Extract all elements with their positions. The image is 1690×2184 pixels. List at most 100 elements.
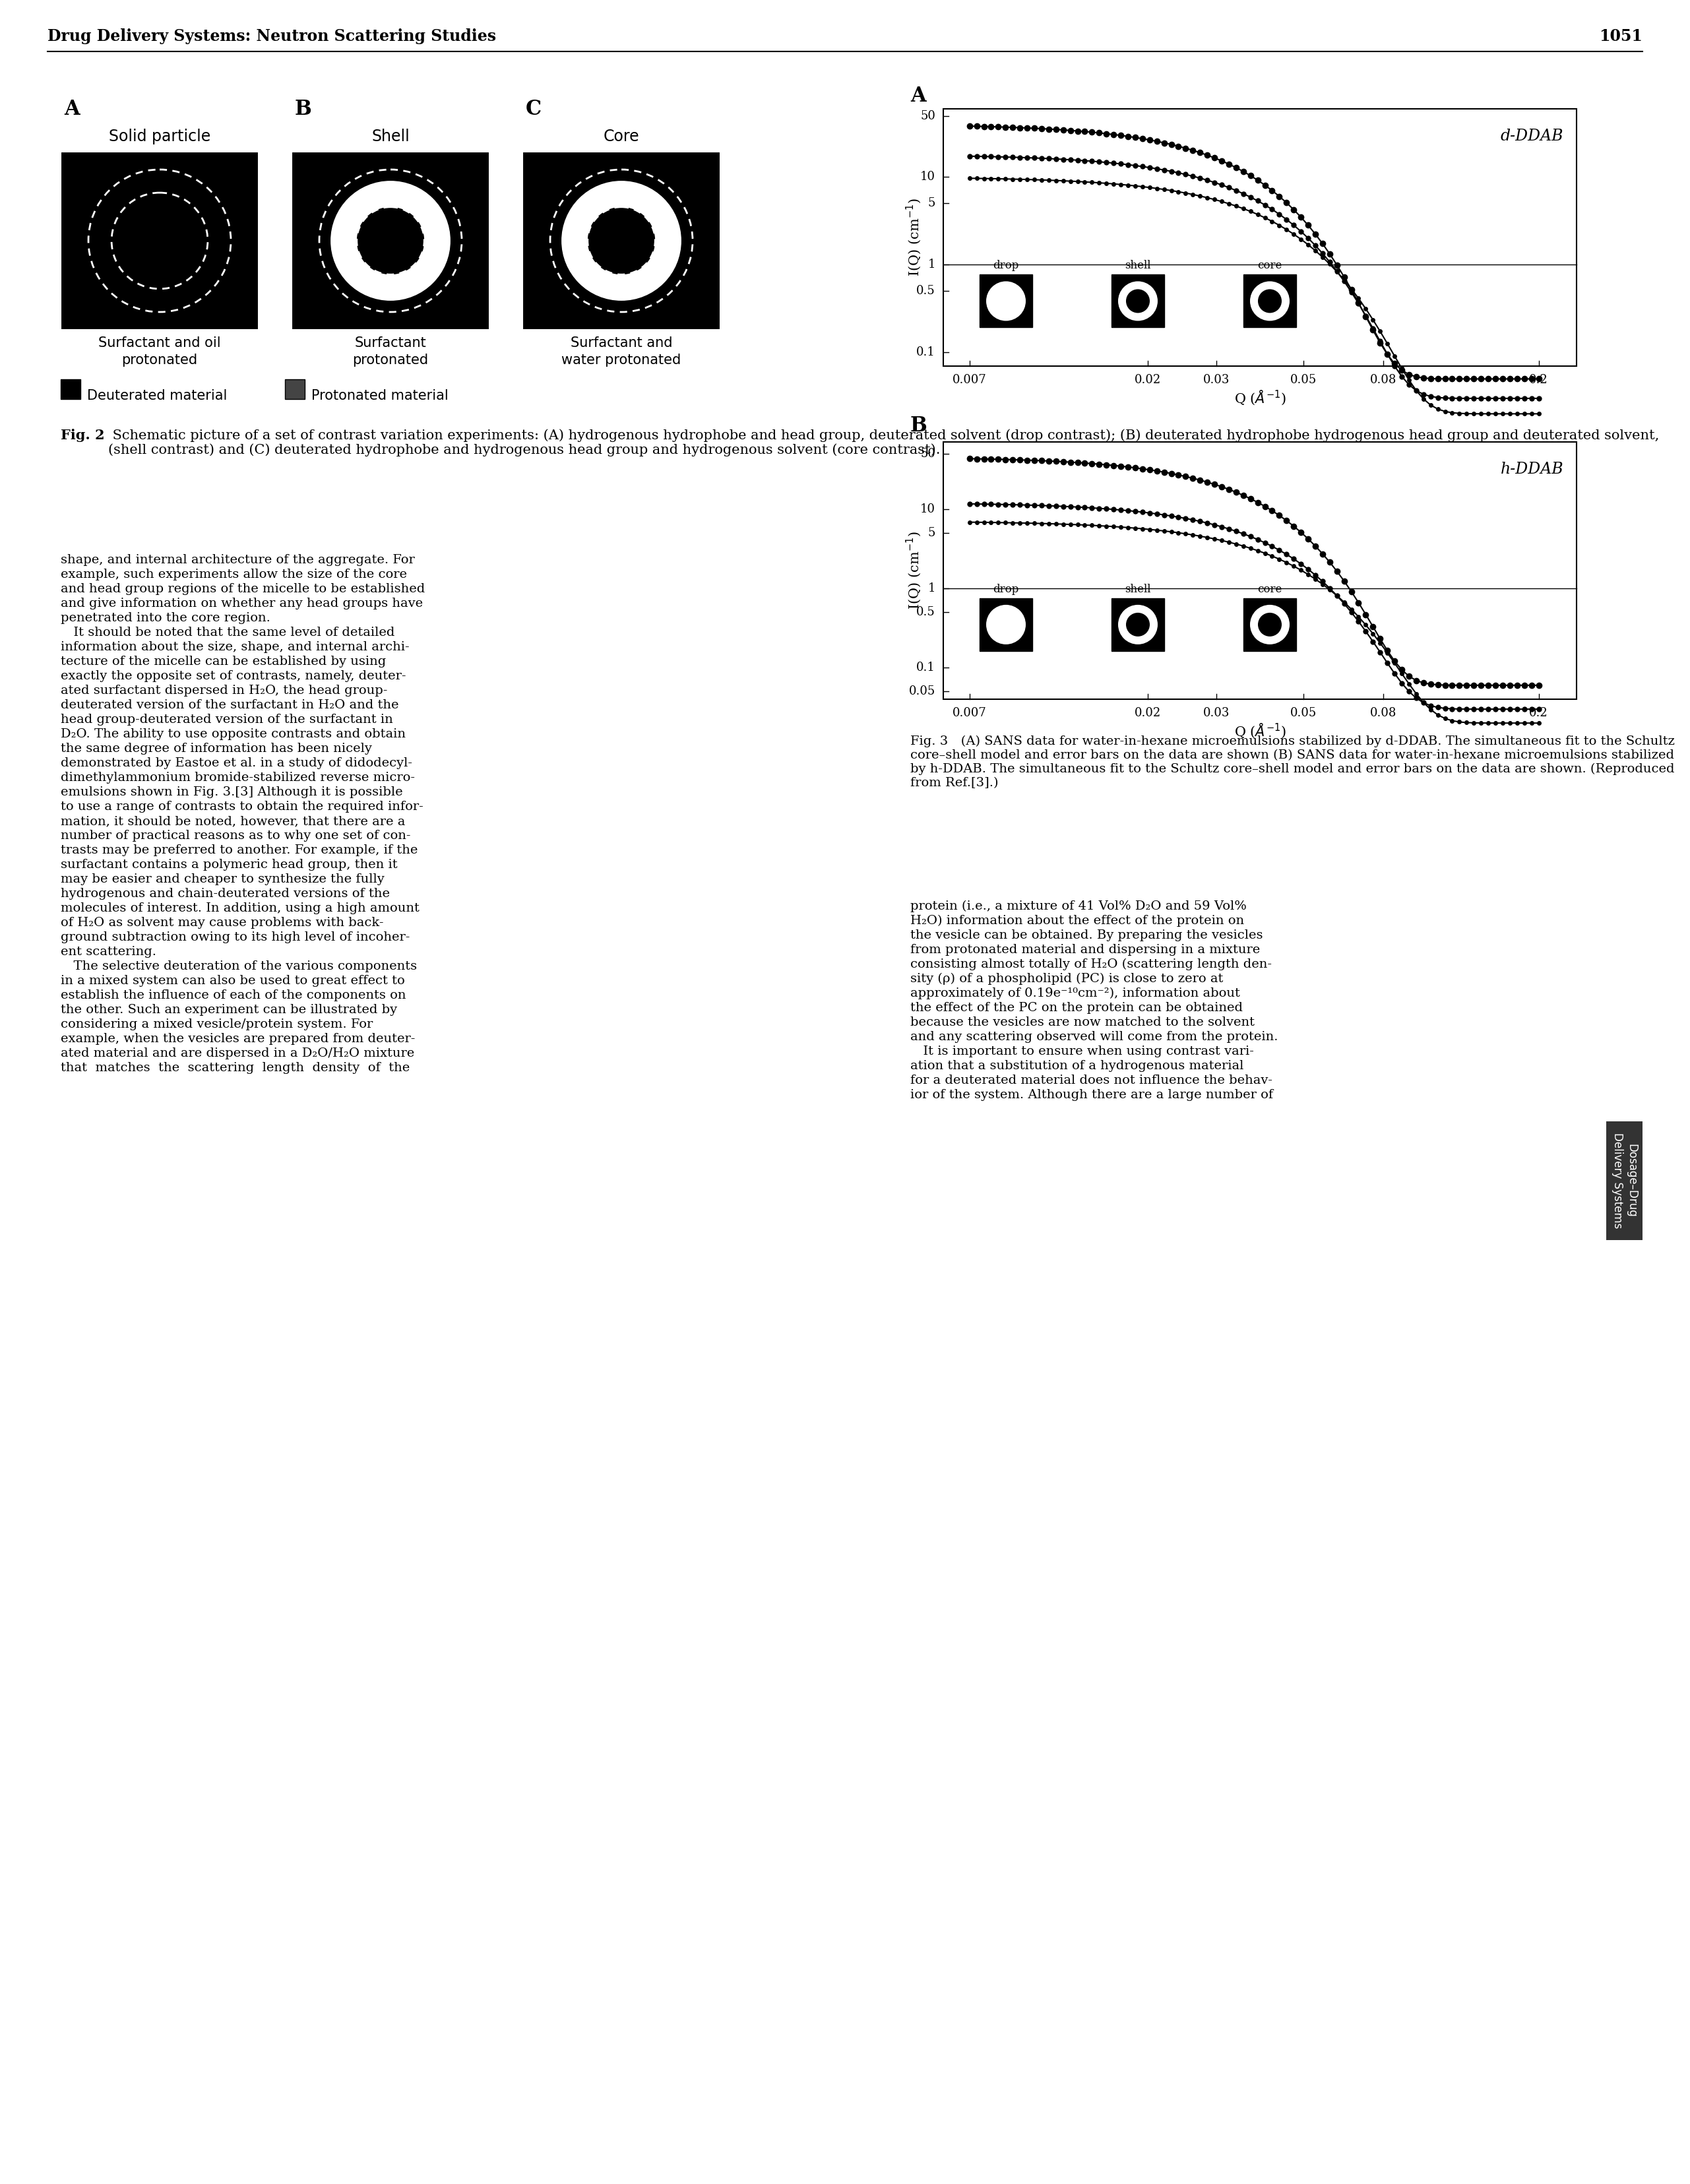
Text: dimethylammonium bromide-stabilized reverse micro-: dimethylammonium bromide-stabilized reve…: [61, 771, 416, 784]
Text: Shell: Shell: [372, 129, 409, 144]
Bar: [61, 151, 259, 330]
Text: Schematic picture of a set of contrast variation experiments: (A) hydrogenous hy: Schematic picture of a set of contrast v…: [108, 428, 1660, 456]
Text: H₂O) information about the effect of the protein on: H₂O) information about the effect of the…: [911, 915, 1244, 926]
Circle shape: [987, 282, 1026, 321]
Text: 10: 10: [919, 170, 935, 183]
Text: 5: 5: [928, 197, 935, 210]
Text: ent scattering.: ent scattering.: [61, 946, 157, 959]
Bar: [943, 441, 1577, 699]
Text: Q ($\AA^{-1}$): Q ($\AA^{-1}$): [1234, 723, 1286, 740]
Circle shape: [1257, 288, 1281, 312]
Bar: [943, 109, 1577, 367]
Text: demonstrated by Eastoe et al. in a study of didodecyl-: demonstrated by Eastoe et al. in a study…: [61, 758, 412, 769]
Bar: [980, 275, 1033, 328]
Text: The selective deuteration of the various components: The selective deuteration of the various…: [61, 961, 417, 972]
Text: ground subtraction owing to its high level of incoher-: ground subtraction owing to its high lev…: [61, 930, 411, 943]
Text: in a mixed system can also be used to great effect to: in a mixed system can also be used to gr…: [61, 974, 406, 987]
Circle shape: [987, 605, 1026, 644]
Text: and head group regions of the micelle to be established: and head group regions of the micelle to…: [61, 583, 424, 594]
Circle shape: [1119, 282, 1158, 321]
Text: 0.1: 0.1: [916, 662, 935, 673]
Text: ated surfactant dispersed in H₂O, the head group-: ated surfactant dispersed in H₂O, the he…: [61, 686, 387, 697]
Text: D₂O. The ability to use opposite contrasts and obtain: D₂O. The ability to use opposite contras…: [61, 727, 406, 740]
Circle shape: [1126, 288, 1149, 312]
Text: Dosage–Drug
Delivery Systems: Dosage–Drug Delivery Systems: [1612, 1133, 1638, 1230]
Text: B: B: [911, 415, 928, 437]
Text: the other. Such an experiment can be illustrated by: the other. Such an experiment can be ill…: [61, 1005, 397, 1016]
Text: Q ($\AA^{-1}$): Q ($\AA^{-1}$): [1234, 389, 1286, 406]
Text: Surfactant and
water protonated: Surfactant and water protonated: [561, 336, 681, 367]
Text: of H₂O as solvent may cause problems with back-: of H₂O as solvent may cause problems wit…: [61, 917, 384, 928]
Text: ation that a substitution of a hydrogenous material: ation that a substitution of a hydrogeno…: [911, 1059, 1244, 1072]
Text: Surfactant and oil
protonated: Surfactant and oil protonated: [98, 336, 221, 367]
Text: Fig. 2: Fig. 2: [61, 428, 105, 441]
Text: shell: shell: [1126, 260, 1151, 271]
Bar: [1244, 598, 1296, 651]
Circle shape: [1251, 605, 1289, 644]
Text: example, when the vesicles are prepared from deuter-: example, when the vesicles are prepared …: [61, 1033, 416, 1044]
Circle shape: [331, 181, 451, 301]
Text: considering a mixed vesicle/protein system. For: considering a mixed vesicle/protein syst…: [61, 1018, 373, 1031]
Text: protein (i.e., a mixture of 41 Vol% D₂O and 59 Vol%: protein (i.e., a mixture of 41 Vol% D₂O …: [911, 900, 1247, 913]
Text: number of practical reasons as to why one set of con-: number of practical reasons as to why on…: [61, 830, 411, 841]
Text: the same degree of information has been nicely: the same degree of information has been …: [61, 743, 372, 756]
Text: core: core: [1257, 260, 1283, 271]
Text: penetrated into the core region.: penetrated into the core region.: [61, 612, 270, 625]
Text: the vesicle can be obtained. By preparing the vesicles: the vesicle can be obtained. By preparin…: [911, 930, 1262, 941]
Text: trasts may be preferred to another. For example, if the: trasts may be preferred to another. For …: [61, 845, 417, 856]
Text: emulsions shown in Fig. 3.[3] Although it is possible: emulsions shown in Fig. 3.[3] Although i…: [61, 786, 402, 797]
Text: B: B: [294, 98, 313, 120]
Text: example, such experiments allow the size of the core: example, such experiments allow the size…: [61, 568, 407, 581]
Text: 0.05: 0.05: [1289, 373, 1317, 387]
Text: 0.5: 0.5: [916, 607, 935, 618]
Text: I(Q) (cm$^{-1}$): I(Q) (cm$^{-1}$): [904, 531, 923, 609]
Text: C: C: [526, 98, 542, 120]
Bar: [1112, 598, 1164, 651]
Text: Deuterated material: Deuterated material: [88, 389, 226, 402]
Text: 0.02: 0.02: [1134, 373, 1161, 387]
Text: that  matches  the  scattering  length  density  of  the: that matches the scattering length densi…: [61, 1061, 409, 1075]
Bar: [286, 380, 304, 400]
Text: Protonated material: Protonated material: [311, 389, 448, 402]
Text: may be easier and cheaper to synthesize the fully: may be easier and cheaper to synthesize …: [61, 874, 384, 885]
Bar: [522, 151, 720, 330]
Bar: [980, 598, 1033, 651]
Circle shape: [1251, 282, 1289, 321]
Bar: [1244, 275, 1296, 328]
FancyBboxPatch shape: [1606, 1120, 1643, 1241]
Text: hydrogenous and chain-deuterated versions of the: hydrogenous and chain-deuterated version…: [61, 889, 390, 900]
Text: 0.5: 0.5: [916, 286, 935, 297]
Text: 10: 10: [919, 502, 935, 515]
Text: shell: shell: [1126, 583, 1151, 594]
Text: 0.1: 0.1: [916, 347, 935, 358]
Text: the effect of the PC on the protein can be obtained: the effect of the PC on the protein can …: [911, 1002, 1242, 1013]
Text: Core: Core: [603, 129, 639, 144]
Text: A: A: [911, 85, 926, 107]
Text: consisting almost totally of H₂O (scattering length den-: consisting almost totally of H₂O (scatte…: [911, 959, 1273, 970]
Text: Fig. 3 (A) SANS data for water-in-hexane microemulsions stabilized by d-DDAB. Th: Fig. 3 (A) SANS data for water-in-hexane…: [911, 736, 1675, 788]
Text: 0.007: 0.007: [953, 373, 987, 387]
Text: mation, it should be noted, however, that there are a: mation, it should be noted, however, tha…: [61, 815, 406, 828]
Text: approximately of 0.19e⁻¹⁰cm⁻²), information about: approximately of 0.19e⁻¹⁰cm⁻²), informat…: [911, 987, 1240, 1000]
Text: 1: 1: [928, 583, 935, 594]
Text: for a deuterated material does not influence the behav-: for a deuterated material does not influ…: [911, 1075, 1273, 1085]
Text: drop: drop: [994, 260, 1019, 271]
Text: 0.2: 0.2: [1529, 708, 1548, 719]
Circle shape: [561, 181, 681, 301]
Text: It should be noted that the same level of detailed: It should be noted that the same level o…: [61, 627, 395, 638]
Text: 0.08: 0.08: [1371, 708, 1396, 719]
Bar: [1112, 275, 1164, 328]
Text: head group-deuterated version of the surfactant in: head group-deuterated version of the sur…: [61, 714, 394, 725]
Text: information about the size, shape, and internal archi-: information about the size, shape, and i…: [61, 642, 409, 653]
Text: and give information on whether any head groups have: and give information on whether any head…: [61, 598, 422, 609]
Text: 0.05: 0.05: [909, 686, 935, 697]
Text: Solid particle: Solid particle: [108, 129, 211, 144]
Text: establish the influence of each of the components on: establish the influence of each of the c…: [61, 989, 406, 1000]
Text: exactly the opposite set of contrasts, namely, deuter-: exactly the opposite set of contrasts, n…: [61, 670, 406, 681]
Text: d-DDAB: d-DDAB: [1501, 129, 1563, 144]
Text: ior of the system. Although there are a large number of: ior of the system. Although there are a …: [911, 1090, 1273, 1101]
Text: and any scattering observed will come from the protein.: and any scattering observed will come fr…: [911, 1031, 1278, 1042]
Text: 0.2: 0.2: [1529, 373, 1548, 387]
Text: from protonated material and dispersing in a mixture: from protonated material and dispersing …: [911, 943, 1261, 957]
Text: 0.02: 0.02: [1134, 708, 1161, 719]
